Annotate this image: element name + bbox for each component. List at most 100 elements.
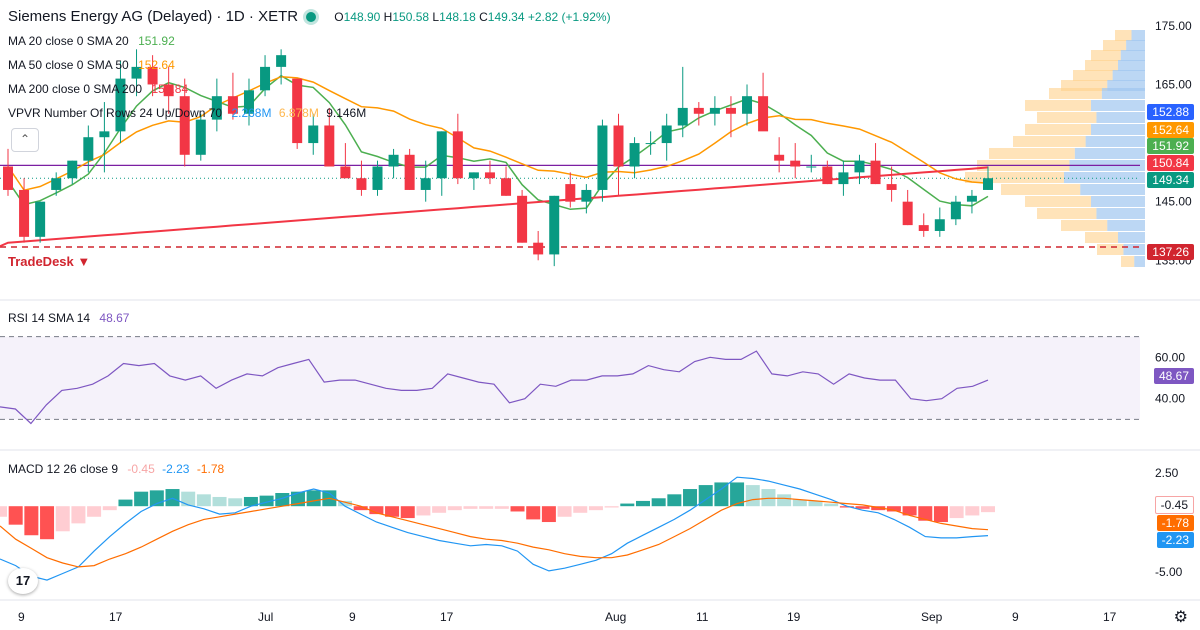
candle-body (243, 90, 254, 114)
badge-macd-hist: -0.45 (1154, 496, 1194, 514)
candle-body (308, 125, 319, 144)
macd-hist-bar (510, 506, 525, 512)
vpvr-up-bar (1131, 30, 1145, 41)
vpvr-up-bar (1085, 136, 1145, 147)
vpvr-down-bar (1061, 220, 1108, 231)
candle-body (195, 119, 206, 155)
badge-rsi: 48.67 (1153, 368, 1194, 384)
macd-hist-bar (588, 506, 603, 511)
tradedesk-marker[interactable]: TradeDesk ▼ (8, 254, 91, 269)
macd-hist-bar (0, 506, 7, 517)
time-tick-label: 9 (18, 610, 25, 624)
tradingview-logo[interactable]: 17 (8, 568, 38, 594)
vpvr-up-bar (1074, 148, 1145, 159)
candle-body (758, 96, 769, 132)
settings-gear-icon[interactable]: ⚙ (1173, 609, 1188, 626)
low-label: L (432, 10, 440, 24)
candle-body (436, 131, 447, 179)
price-tick-label: 165.00 (1155, 77, 1192, 91)
macd-hist-bar (651, 498, 666, 507)
macd-hist-bar (730, 482, 745, 507)
vpvr-down-bar (1097, 244, 1124, 255)
candle-body (404, 154, 415, 190)
macd-hist-bar (416, 506, 431, 516)
candle-body (597, 125, 608, 190)
candle-body (693, 107, 704, 114)
ma20-legend[interactable]: MA 20 close 0 SMA 20 151.92 (8, 34, 175, 48)
vpvr-up-bar (1123, 244, 1145, 255)
vpvr-down-bar (1115, 30, 1132, 41)
macd-hist-bar (181, 491, 196, 507)
macd-hist-bar (886, 506, 901, 512)
ma20-value: 151.92 (138, 34, 175, 48)
badge-ma20: 151.92 (1147, 138, 1194, 154)
candle-body (950, 201, 961, 220)
time-tick-label: Aug (605, 610, 626, 624)
ma200-legend[interactable]: MA 200 close 0 SMA 200 150.84 (8, 82, 188, 96)
rsi-tick-label: 60.00 (1155, 350, 1185, 364)
ma50-legend[interactable]: MA 50 close 0 SMA 50 152.64 (8, 58, 175, 72)
macd-hist-bar (353, 506, 368, 511)
rsi-label: RSI 14 SMA 14 (8, 311, 91, 325)
vpvr-down-bar (1025, 100, 1091, 111)
rsi-line (0, 350, 989, 425)
vpvr-up-bar (1096, 112, 1145, 123)
badge-macd-line: -2.23 (1156, 532, 1194, 548)
ma20-line (7, 74, 989, 211)
close-value: 149.34 (487, 10, 525, 24)
macd-hist-bar (620, 503, 635, 507)
ma200-line (0, 166, 989, 248)
candle-body (581, 189, 592, 202)
vpvr-down-bar (1037, 112, 1097, 123)
macd-hist-bar (902, 506, 917, 516)
badge-ma-level: 152.88 (1147, 104, 1194, 120)
vpvr-up-bar (1091, 196, 1145, 207)
candle-body (388, 154, 399, 167)
candle-body (549, 195, 560, 255)
macd-hist-bar (541, 506, 556, 523)
ma50-label: MA 50 close 0 SMA 50 (8, 58, 129, 72)
macd-hist-bar (494, 506, 509, 509)
rsi-tick-label: 40.00 (1155, 392, 1185, 406)
candle-body (838, 172, 849, 185)
candle-body (645, 143, 656, 145)
vpvr-up-bar (1120, 50, 1145, 61)
vpvr-label: VPVR Number Of Rows 24 Up/Down 70 (8, 106, 223, 120)
macd-legend[interactable]: MACD 12 26 close 9 -0.45 -2.23 -1.78 (8, 462, 224, 476)
candle-body (918, 225, 929, 231)
macd-hist-bar (526, 506, 541, 520)
rsi-legend[interactable]: RSI 14 SMA 14 48.67 (8, 311, 129, 325)
collapse-legend-button[interactable]: ⌃ (11, 128, 39, 152)
candle-body (179, 96, 190, 155)
vpvr-down-bar (1025, 196, 1091, 207)
vpvr-up-bar (1064, 172, 1145, 183)
high-label: H (383, 10, 393, 24)
macd-tick-label: 2.50 (1155, 466, 1179, 480)
badge-close: 149.34 (1147, 172, 1194, 188)
macd-line (0, 476, 989, 581)
macd-hist-bar (400, 506, 415, 519)
symbol-header: Siemens Energy AG (Delayed) · 1D · XETR … (8, 8, 611, 25)
change-value: +2.82 (+1.92%) (527, 10, 611, 24)
badge-support: 137.26 (1147, 244, 1194, 260)
candle-body (934, 219, 945, 231)
macd-hist-bar (196, 494, 211, 507)
candle-body (725, 107, 736, 114)
macd-signal-value: -1.78 (196, 462, 225, 476)
macd-hist-bar (432, 506, 447, 513)
price-tick-label: 175.00 (1155, 19, 1192, 33)
market-status-dot (306, 12, 317, 22)
vpvr-down-bar (1025, 124, 1091, 135)
vpvr-up-bar (1107, 220, 1145, 231)
macd-hist-bar (824, 503, 839, 507)
vpvr-up-bar (1118, 232, 1145, 243)
close-label: C (479, 10, 488, 24)
vpvr-legend[interactable]: VPVR Number Of Rows 24 Up/Down 70 2.268M… (8, 106, 366, 120)
candle-body (886, 184, 897, 190)
candle-body (115, 78, 126, 132)
macd-hist-bar (808, 500, 823, 507)
candle-body (99, 131, 110, 138)
macd-hist-bar (134, 491, 149, 507)
candle-body (372, 166, 383, 190)
symbol-title[interactable]: Siemens Energy AG (Delayed) · 1D · XETR (8, 8, 299, 25)
